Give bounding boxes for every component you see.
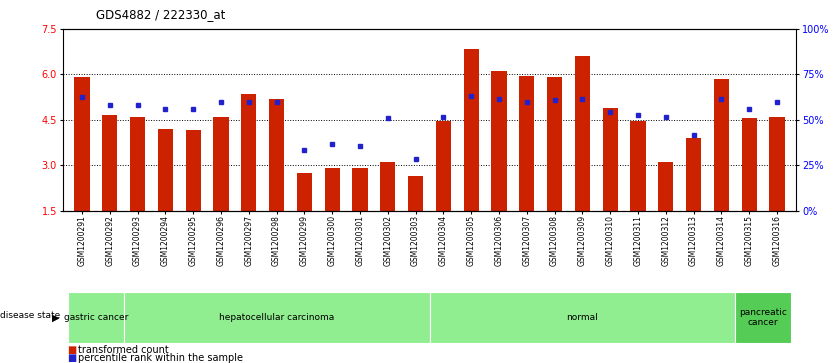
Text: GDS4882 / 222330_at: GDS4882 / 222330_at — [96, 8, 225, 21]
Text: hepatocellular carcinoma: hepatocellular carcinoma — [219, 313, 334, 322]
Bar — [214, 117, 229, 211]
Text: ▶: ▶ — [52, 313, 59, 323]
Bar — [185, 130, 201, 211]
Text: ■: ■ — [67, 344, 76, 355]
Bar — [491, 72, 507, 211]
Bar — [68, 292, 123, 343]
Text: disease state: disease state — [0, 311, 60, 320]
Bar — [686, 138, 701, 211]
Bar — [547, 77, 562, 211]
Bar — [324, 168, 340, 211]
Bar — [631, 121, 646, 211]
Bar — [658, 162, 674, 211]
Bar — [380, 162, 395, 211]
Bar — [575, 56, 590, 211]
Bar — [123, 292, 430, 343]
Bar — [519, 76, 535, 211]
Text: percentile rank within the sample: percentile rank within the sample — [78, 352, 243, 363]
Text: pancreatic
cancer: pancreatic cancer — [739, 308, 787, 327]
Bar — [297, 173, 312, 211]
Bar — [769, 117, 785, 211]
Bar — [102, 115, 118, 211]
Bar — [352, 168, 368, 211]
Text: ■: ■ — [67, 352, 76, 363]
Text: gastric cancer: gastric cancer — [63, 313, 128, 322]
Text: transformed count: transformed count — [78, 344, 168, 355]
Bar — [158, 129, 173, 211]
Bar — [736, 292, 791, 343]
Text: normal: normal — [566, 313, 598, 322]
Bar — [130, 117, 145, 211]
Bar — [714, 79, 729, 211]
Bar — [269, 99, 284, 211]
Bar — [74, 77, 90, 211]
Bar — [430, 292, 736, 343]
Bar — [464, 49, 479, 211]
Bar — [602, 108, 618, 211]
Bar — [241, 94, 256, 211]
Bar — [741, 118, 757, 211]
Bar — [435, 121, 451, 211]
Bar — [408, 176, 423, 211]
